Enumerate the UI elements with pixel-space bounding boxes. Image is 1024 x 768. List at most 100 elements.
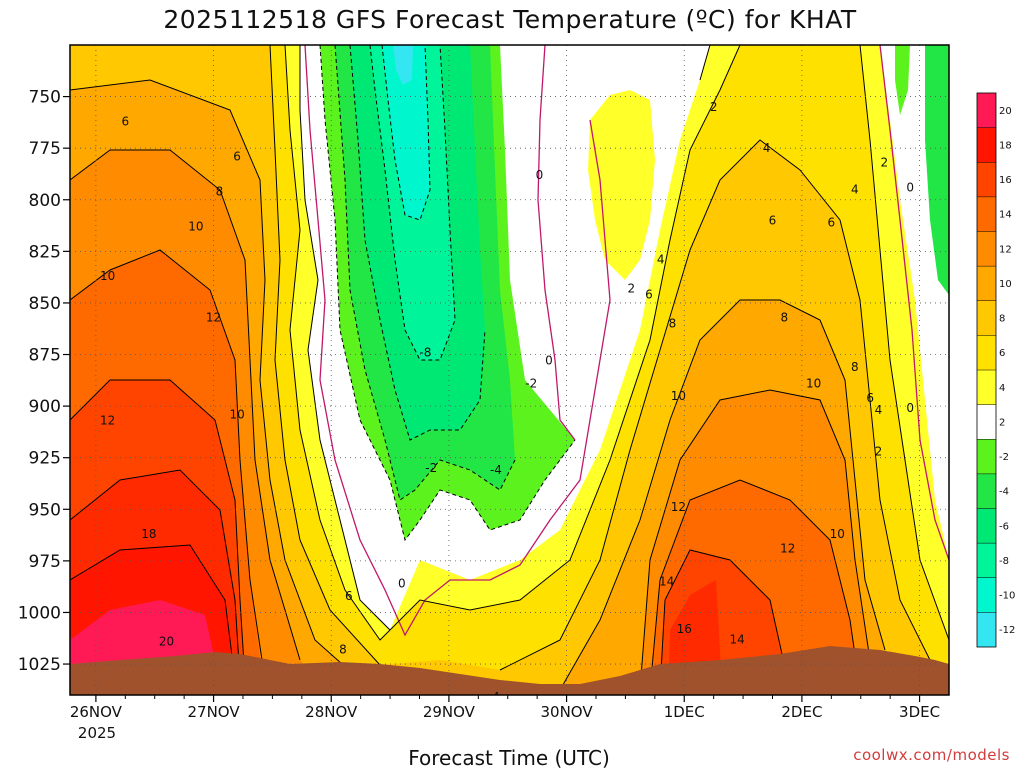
y-tick-label: 950 <box>29 500 61 520</box>
colorbar-tick-label: -10 <box>999 591 1015 602</box>
contour-label: 16 <box>677 622 692 636</box>
x-year-label: 2025 <box>78 724 116 742</box>
colorbar-tick-label: -6 <box>999 521 1009 532</box>
y-tick-label: 850 <box>29 294 61 314</box>
freezing-line-right <box>879 45 949 561</box>
x-tick-label: 2DEC <box>781 703 822 721</box>
x-tick-label: 1DEC <box>664 703 705 721</box>
colorbar-swatch <box>977 162 996 197</box>
x-axis-label: Forecast Time (UTC) <box>408 746 610 768</box>
contour-label: 6 <box>645 288 653 302</box>
contour-label: 4 <box>763 141 771 155</box>
x-tick-label: 3DEC <box>899 703 940 721</box>
contour-label: -2 <box>425 461 437 475</box>
colorbar-tick-label: 6 <box>999 348 1005 359</box>
contour-label: 8 <box>780 310 788 324</box>
colorbar-swatch <box>977 196 996 232</box>
y-tick-label: 925 <box>29 449 61 469</box>
cold-region-m12c <box>393 45 413 85</box>
contour-label: 12 <box>206 310 221 324</box>
contour-label: 4 <box>657 253 665 267</box>
credit-text: coolwx.com/models <box>853 746 1010 764</box>
contour-label: 10 <box>100 269 115 283</box>
y-tick-label: 975 <box>29 552 61 572</box>
contour-label: 4 <box>851 182 859 196</box>
colorbar-tick-label: 12 <box>999 244 1012 255</box>
x-tick-label: 29NOV <box>423 703 476 721</box>
contour-label: 2 <box>627 281 635 295</box>
contour-label: 10 <box>806 376 821 390</box>
freezing-line-center <box>537 45 576 441</box>
colorbar-swatch <box>977 404 996 440</box>
chart-title: 2025112518 GFS Forecast Temperature (ºC)… <box>163 5 857 34</box>
contour-label: 8 <box>339 643 347 657</box>
colorbar-swatch <box>977 577 996 613</box>
colorbar-tick-label: 4 <box>999 383 1005 394</box>
colorbar-swatch <box>977 335 996 370</box>
y-tick-label: 1000 <box>18 603 61 623</box>
colorbar-swatch <box>977 127 996 163</box>
plot-frame <box>69 44 950 696</box>
contour-label: 12 <box>671 500 686 514</box>
colorbar-swatch <box>977 612 996 647</box>
x-tick-label: 30NOV <box>541 703 594 721</box>
colorbar-swatch <box>977 439 996 474</box>
contour-label: -4 <box>490 463 502 477</box>
y-tick-label: 825 <box>29 242 61 262</box>
colorbar-tick-label: 20 <box>999 106 1012 117</box>
y-tick-label: 750 <box>29 88 61 108</box>
contour-label: 8 <box>216 185 224 199</box>
colorbar-swatch <box>977 508 996 544</box>
colorbar-tick-label: 8 <box>999 314 1005 325</box>
colorbar-swatch <box>977 231 996 267</box>
contour-label: 18 <box>141 527 156 541</box>
grid-lines <box>70 45 949 695</box>
contour-label: 8 <box>851 360 859 374</box>
colorbar-tick-label: 10 <box>999 279 1012 290</box>
x-tick-label: 28NOV <box>305 703 358 721</box>
contour-label: 6 <box>769 213 777 227</box>
contour-label: 14 <box>659 575 674 589</box>
y-tick-label: 1025 <box>18 655 61 675</box>
y-axis: 750 775 800 825 850 875 900 925 950 975 1000 1025 <box>18 88 70 675</box>
colorbar-swatch <box>977 93 996 128</box>
contour-label: 10 <box>671 389 686 403</box>
contour-label: 6 <box>121 114 129 128</box>
contour-label: -2 <box>525 376 537 390</box>
contour-label: 10 <box>188 220 203 234</box>
contour-label: 6 <box>345 589 353 603</box>
contour-label: 14 <box>730 632 745 646</box>
colorbar-tick-label: -8 <box>999 556 1009 567</box>
contour-label: 6 <box>866 391 874 405</box>
warm-region-12c <box>70 250 860 695</box>
cold-region-right <box>925 45 949 295</box>
contour-label: 0 <box>906 401 914 415</box>
contour-label: 2 <box>875 445 883 459</box>
y-tick-label: 900 <box>29 397 61 417</box>
colorbar-swatch <box>977 473 996 509</box>
colorbar-swatch <box>977 266 996 301</box>
colorbar: -12 -10 -8 -6 -4 -2 2 4 6 8 10 12 14 16 18 20 <box>976 92 1015 648</box>
contour-label: 0 <box>398 577 406 591</box>
contour-label: 20 <box>159 634 174 648</box>
contour-label: 2 <box>710 100 718 114</box>
cold-contours <box>319 45 576 542</box>
contour-label: 4 <box>875 403 883 417</box>
contour-label: 0 <box>545 354 553 368</box>
contour-label: 0 <box>536 168 544 182</box>
contour-label: 12 <box>780 541 795 555</box>
contour-label: 8 <box>669 317 677 331</box>
contour-label: 6 <box>828 215 836 229</box>
contour-label: 10 <box>830 527 845 541</box>
warm-region-16c <box>70 470 722 695</box>
x-tick-label: 26NOV <box>70 703 123 721</box>
cold-region-m10c <box>382 45 430 220</box>
colorbar-tick-label: 14 <box>999 210 1012 221</box>
colorbar-tick-label: 16 <box>999 175 1012 186</box>
x-tick-label: 27NOV <box>187 703 240 721</box>
terrain <box>70 646 949 695</box>
x-axis: 26NOV 27NOV 28NOV 29NOV 30NOV 1DEC 2DEC 3DEC <box>70 695 940 721</box>
colorbar-swatch <box>977 543 996 578</box>
